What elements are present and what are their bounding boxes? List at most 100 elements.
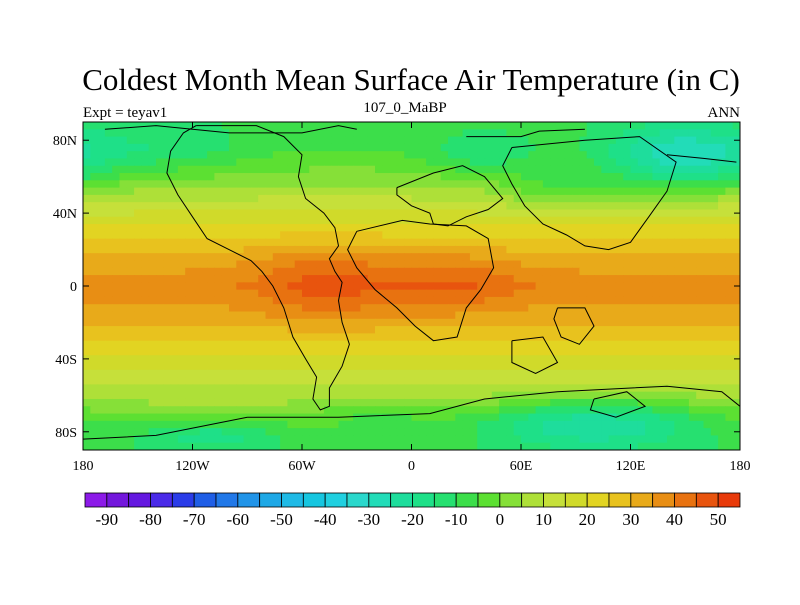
field-cell: [302, 326, 310, 334]
field-cell: [681, 122, 690, 130]
field-cell: [513, 165, 522, 174]
field-cell: [97, 209, 106, 218]
field-cell: [462, 340, 471, 349]
field-cell: [608, 209, 617, 218]
field-cell: [156, 398, 164, 407]
field-cell: [535, 260, 544, 269]
field-cell: [126, 391, 135, 400]
field-cell: [148, 238, 157, 247]
field-cell: [681, 333, 690, 342]
field-cell: [90, 304, 99, 313]
field-cell: [426, 406, 434, 415]
field-cell: [229, 267, 237, 276]
field-cell: [696, 275, 705, 283]
field-cell: [396, 369, 405, 378]
field-cell: [703, 289, 712, 298]
field-cell: [732, 391, 740, 400]
field-cell: [199, 420, 208, 429]
field-cell: [615, 413, 624, 422]
field-cell: [411, 136, 420, 145]
field-cell: [345, 326, 354, 334]
field-cell: [440, 369, 449, 378]
field-cell: [148, 202, 157, 211]
coastline-segment: [666, 154, 737, 163]
field-cell: [287, 267, 296, 276]
field-cell: [360, 245, 369, 254]
field-cell: [119, 267, 128, 276]
field-cell: [586, 333, 595, 342]
field-cell: [148, 420, 157, 429]
field-cell: [382, 296, 391, 305]
field-cell: [528, 194, 537, 203]
field-cell: [170, 347, 179, 356]
field-cell: [192, 355, 201, 364]
field-cell: [418, 187, 427, 196]
field-cell: [83, 231, 91, 240]
field-cell: [418, 158, 427, 167]
field-cell: [280, 216, 288, 225]
colorbar-swatch: [237, 492, 261, 508]
field-cell: [506, 413, 515, 422]
field-cell: [579, 369, 588, 378]
field-cell: [170, 187, 179, 196]
field-cell: [367, 122, 376, 130]
field-cell: [126, 318, 135, 327]
field-cell: [250, 165, 259, 174]
field-cell: [681, 216, 690, 225]
field-cell: [367, 289, 376, 298]
field-cell: [594, 129, 602, 138]
field-cell: [104, 420, 113, 429]
field-cell: [250, 304, 259, 313]
field-cell: [513, 187, 522, 196]
field-cell: [572, 158, 580, 167]
field-cell: [360, 267, 369, 276]
field-cell: [90, 435, 99, 444]
field-cell: [521, 289, 529, 298]
field-cell: [594, 289, 602, 298]
field-cell: [382, 420, 391, 429]
field-cell: [499, 420, 507, 429]
field-cell: [499, 231, 507, 240]
field-cell: [732, 180, 740, 189]
field-cell: [316, 420, 325, 429]
field-cell: [185, 391, 194, 400]
field-cell: [236, 224, 245, 232]
field-cell: [90, 420, 99, 429]
field-cell: [148, 231, 157, 240]
field-cell: [506, 384, 515, 393]
field-cell: [302, 296, 310, 305]
field-cell: [411, 173, 420, 181]
field-cell: [418, 318, 427, 327]
field-cell: [630, 253, 639, 262]
field-cell: [528, 304, 537, 313]
field-cell: [630, 165, 639, 174]
field-cell: [572, 231, 580, 240]
field-cell: [535, 340, 544, 349]
field-cell: [586, 428, 595, 437]
field-cell: [528, 267, 537, 276]
field-cell: [681, 282, 690, 291]
colorbar-swatch: [128, 492, 151, 508]
field-cell: [535, 267, 544, 276]
field-cell: [287, 275, 296, 283]
field-cell: [382, 209, 391, 218]
field-cell: [272, 347, 281, 356]
field-cell: [243, 275, 252, 283]
field-cell: [564, 391, 573, 400]
field-cell: [112, 282, 121, 291]
field-cell: [491, 398, 500, 407]
field-cell: [688, 420, 697, 429]
field-cell: [659, 398, 668, 407]
field-cell: [681, 187, 690, 196]
field-cell: [725, 347, 734, 356]
field-cell: [433, 165, 442, 174]
field-cell: [469, 355, 478, 364]
field-cell: [506, 428, 515, 437]
field-cell: [696, 420, 705, 429]
field-cell: [732, 377, 740, 385]
field-cell: [491, 224, 500, 232]
field-cell: [637, 362, 646, 371]
field-cell: [659, 296, 668, 305]
field-cell: [265, 296, 274, 305]
field-cell: [177, 165, 186, 174]
